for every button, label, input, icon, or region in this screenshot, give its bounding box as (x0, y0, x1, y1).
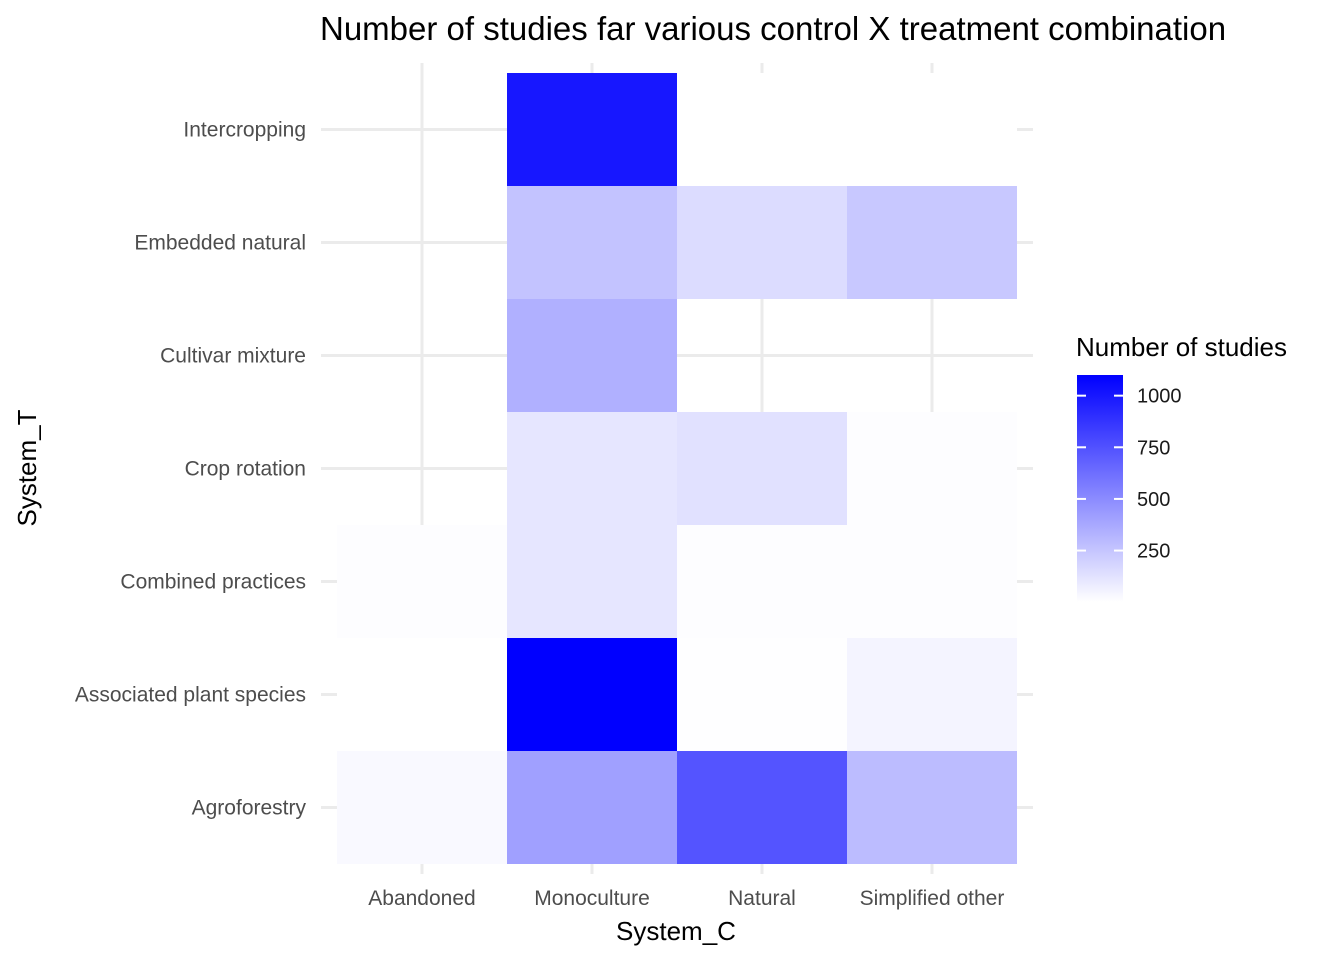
x-tick-label-natural: Natural (728, 887, 796, 910)
heatmap-cell-combined-practices-monoculture (507, 525, 677, 638)
heatmap-cell-agroforestry-natural (677, 751, 847, 864)
y-tick-label-combined-practices: Combined practices (120, 571, 306, 594)
y-tick-label-cultivar-mixture: Cultivar mixture (160, 345, 306, 368)
y-tick-label-agroforestry: Agroforestry (192, 797, 307, 820)
heatmap-cell-agroforestry-monoculture (507, 751, 677, 864)
chart-title: Number of studies far various control X … (320, 10, 1226, 47)
heatmap-cell-agroforestry-abandoned (337, 751, 507, 864)
heatmap-cell-associated-plant-species-natural (677, 638, 847, 751)
heatmap-cell-crop-rotation-natural (677, 412, 847, 525)
heatmap-cell-embedded-natural-monoculture (507, 186, 677, 299)
y-axis-title: System_T (12, 409, 42, 526)
heatmap-cells (337, 73, 1017, 864)
x-tick-label-simplified-other: Simplified other (860, 887, 1005, 910)
heatmap-cell-intercropping-natural (677, 73, 847, 186)
x-tick-label-abandoned: Abandoned (368, 887, 475, 910)
y-tick-label-intercropping: Intercropping (183, 119, 306, 142)
x-axis-title: System_C (616, 916, 736, 946)
legend-label-750: 750 (1137, 437, 1170, 459)
y-tick-label-embedded-natural: Embedded natural (134, 232, 306, 255)
legend-label-500: 500 (1137, 489, 1170, 511)
heatmap-cell-combined-practices-natural (677, 525, 847, 638)
heatmap-cell-associated-plant-species-monoculture (507, 638, 677, 751)
x-tick-label-monoculture: Monoculture (534, 887, 650, 910)
legend-label-250: 250 (1137, 541, 1170, 563)
legend-ticks: 1000 750 500 250 (1077, 386, 1182, 563)
heatmap-cell-combined-practices-abandoned (337, 525, 507, 638)
heatmap-cell-associated-plant-species-abandoned (337, 638, 507, 751)
heatmap-cell-crop-rotation-monoculture (507, 412, 677, 525)
heatmap-cell-cultivar-mixture-monoculture (507, 299, 677, 412)
y-tick-label-crop-rotation: Crop rotation (185, 458, 306, 481)
heatmap-cell-associated-plant-species-simplified-other (847, 638, 1017, 751)
heatmap-cell-intercropping-simplified-other (847, 73, 1017, 186)
color-legend: Number of studies 1000 750 500 250 (1076, 332, 1287, 602)
heatmap-cell-embedded-natural-simplified-other (847, 186, 1017, 299)
legend-colorbar (1077, 375, 1123, 602)
heatmap-cell-agroforestry-simplified-other (847, 751, 1017, 864)
legend-label-1000: 1000 (1137, 386, 1182, 408)
heatmap-cell-embedded-natural-natural (677, 186, 847, 299)
axis-ticks: Abandoned Monoculture Natural Simplified ot… (75, 119, 1005, 911)
heatmap-cell-intercropping-monoculture (507, 73, 677, 186)
heatmap-cell-crop-rotation-simplified-other (847, 412, 1017, 525)
legend-title: Number of studies (1076, 332, 1287, 362)
y-tick-label-associated-plant-species: Associated plant species (75, 684, 306, 707)
heatmap-cell-combined-practices-simplified-other (847, 525, 1017, 638)
